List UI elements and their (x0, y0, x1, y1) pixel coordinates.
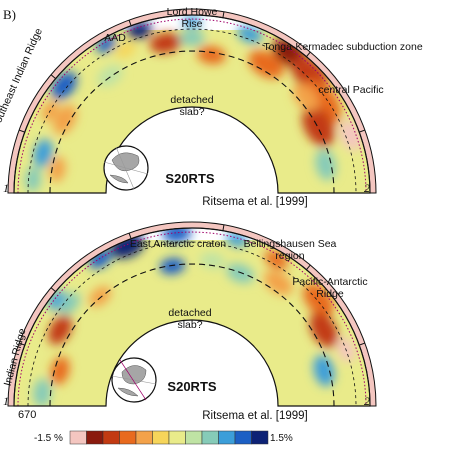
velocity-anomaly-blob (48, 315, 72, 345)
surface-tick (222, 11, 225, 18)
surface-tick (128, 232, 132, 239)
cross-section-outline (13, 14, 371, 194)
velocity-anomaly-blob (149, 32, 182, 54)
surface-tick (50, 74, 56, 79)
velocity-anomaly-blob (182, 15, 202, 28)
velocity-anomaly-blob (292, 83, 319, 112)
velocity-anomaly-blob (51, 71, 77, 100)
colorbar-swatch (218, 430, 236, 445)
velocity-anomaly-blob (50, 356, 70, 385)
velocity-anomaly-blob (313, 354, 335, 387)
velocity-anomaly-blob (33, 139, 53, 168)
label-east-antarctic-craton: East Antarctic craton (130, 238, 226, 250)
velocity-anomaly-blob (97, 64, 123, 87)
depth-label-670: 670 (18, 409, 36, 421)
velocity-anomaly-blob (126, 22, 152, 40)
colorbar-max-label: 1.5% (270, 433, 293, 444)
colorbar: -1.5 % 1.5% (34, 430, 293, 445)
model-label-1: S20RTS (165, 171, 214, 186)
velocity-anomaly-blob (199, 252, 226, 269)
label-pacific-antarctic-ridge: Pacific-Antarctic Ridge (292, 276, 367, 300)
endpoint-2-left: 1 (3, 394, 9, 408)
moho-dotted-line (17, 18, 367, 194)
colorbar-swatch (234, 430, 252, 445)
velocity-anomaly-blob (339, 119, 362, 151)
colorbar-swatch (251, 430, 269, 445)
colorbar-swatch (185, 430, 203, 445)
moho-dotted-line (17, 231, 367, 407)
citation-1: Ritsema et al. [1999] (202, 196, 307, 208)
globe-inset-1 (103, 145, 149, 191)
label-tonga-kermadec: Tonga-Kermadec subduction zone (263, 41, 423, 53)
colorbar-swatch (69, 430, 87, 445)
label-central-pacific: central Pacific (318, 84, 383, 96)
label-detached-slab-2: detached slab? (168, 307, 211, 331)
label-aad: AAD (104, 32, 126, 44)
velocity-anomaly-blob (179, 30, 205, 46)
velocity-anomaly-blob (315, 148, 336, 181)
colorbar-swatch (86, 430, 104, 445)
velocity-anomaly-blob (53, 104, 77, 135)
model-label-2: S20RTS (167, 379, 216, 394)
velocity-anomaly-blob (303, 283, 334, 317)
dashed-depth-line-670 (49, 263, 335, 407)
endpoint-1-left: 1 (3, 181, 9, 195)
panel-2: East Antarctic craton Bellingshausen Sea… (2, 221, 377, 422)
figure-label: B) (3, 7, 16, 22)
surface-tick (50, 287, 56, 292)
colorbar-swatch (201, 430, 219, 445)
panel-2-cross-section (14, 228, 370, 406)
velocity-anomaly-blob (226, 263, 255, 284)
endpoint-1-right: 2 (364, 181, 370, 195)
velocity-anomaly-blob (263, 270, 293, 296)
velocity-anomaly-blob (33, 378, 52, 406)
cross-section-outline (13, 227, 371, 407)
dashed-depth-line-670 (49, 50, 335, 194)
dashed-depth-line-shallow (27, 241, 357, 407)
label-detached-slab: detached slab? (170, 94, 213, 118)
velocity-anomaly-blob (159, 258, 186, 275)
velocity-anomaly-blob (88, 286, 112, 307)
surface-tick (18, 129, 25, 133)
globe-inset-2 (111, 357, 157, 403)
endpoint-2-right: 2 (364, 394, 370, 408)
label-bellingshausen-sea: Bellingshausen Sea region (244, 238, 337, 262)
surface-tick (306, 51, 311, 57)
velocity-anomaly-blob (197, 45, 226, 65)
surface-tick (18, 342, 25, 346)
surface-tick (359, 342, 366, 346)
colorbar-swatch (135, 430, 153, 445)
panel-1: Southeast Indian Ridge AAD Lord Howe Rise… (0, 6, 423, 208)
velocity-anomaly-blob (237, 25, 263, 44)
colorbar-min-label: -1.5 % (34, 433, 63, 444)
colorbar-swatch (152, 430, 170, 445)
colorbar-swatch (119, 430, 137, 445)
citation-2: Ritsema et al. [1999] (202, 410, 307, 422)
surface-tick (359, 129, 366, 133)
colorbar-swatch (168, 430, 186, 445)
colorbar-swatch (102, 430, 120, 445)
velocity-anomaly-blob (302, 105, 335, 147)
velocity-anomaly-blob (248, 50, 284, 79)
label-lord-howe-rise: Lord Howe Rise (167, 6, 218, 30)
dashed-depth-line-shallow (27, 28, 357, 194)
surface-tick (222, 224, 225, 231)
velocity-anomaly-blob (59, 292, 80, 315)
velocity-anomaly-blob (264, 250, 289, 270)
surface-tick (306, 264, 311, 270)
surface-tick (128, 19, 132, 26)
